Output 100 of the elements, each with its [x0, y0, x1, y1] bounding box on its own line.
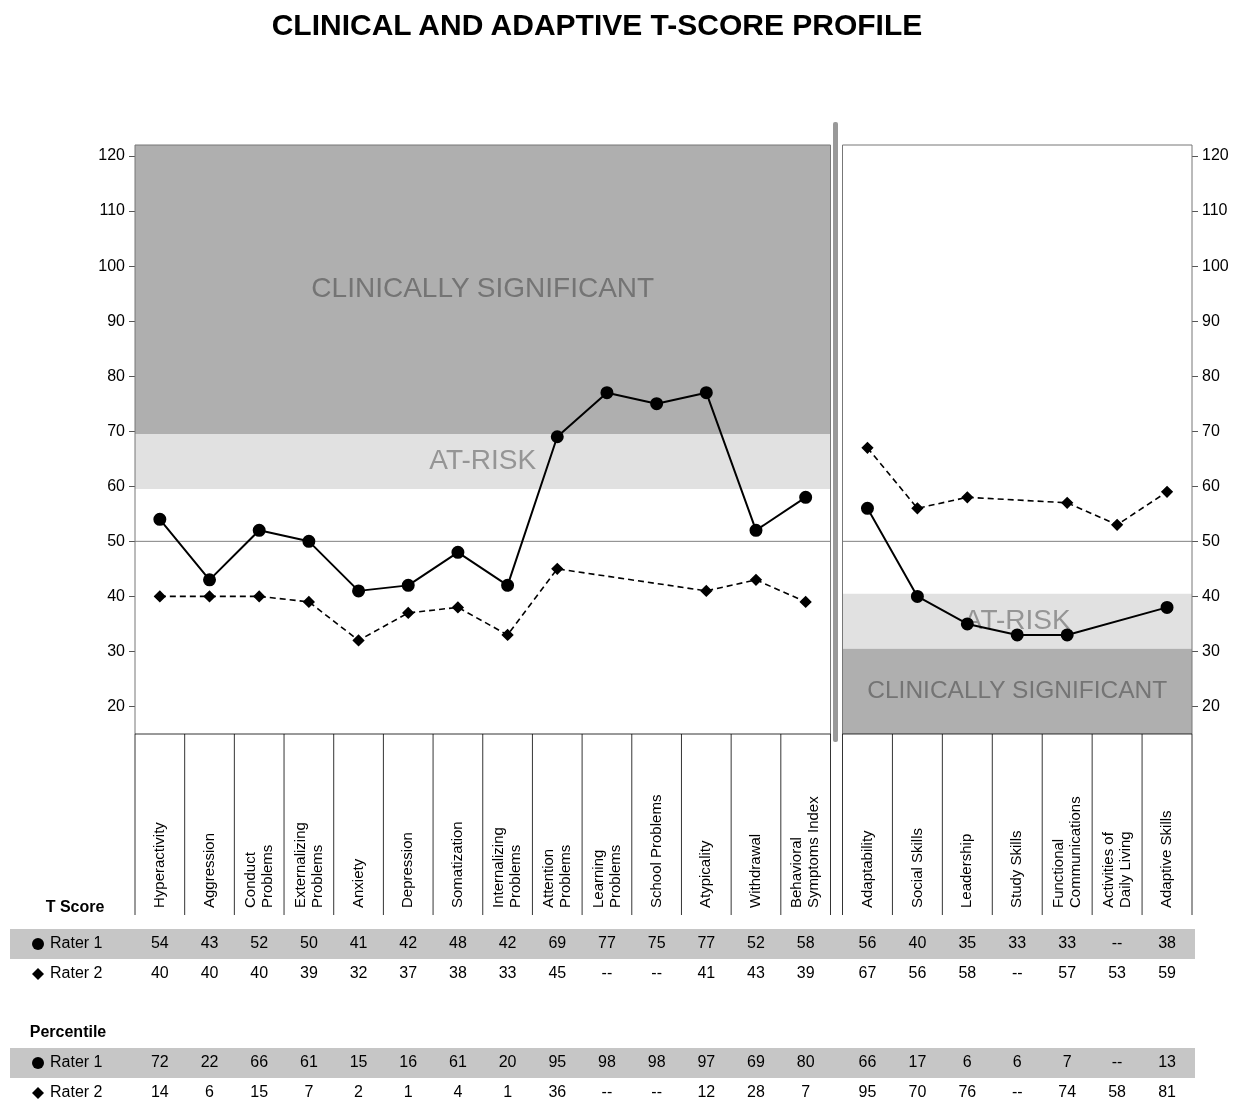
text: --	[1011, 1083, 1023, 1101]
y-tick-label: 30	[107, 641, 126, 659]
x-tick-label: Learning Problems	[588, 844, 623, 908]
y-tick-label: 50	[1202, 531, 1220, 549]
text: 98	[598, 1053, 616, 1071]
text: 1	[403, 1083, 413, 1101]
data-label: 53	[1108, 964, 1127, 982]
band-label: CLINICALLY SIGNIFICANT	[867, 676, 1168, 704]
y-tick-label: 110	[99, 201, 126, 219]
x-tick-label: School Problems	[646, 794, 664, 908]
x-tick-label: Behavioral Symptoms Index	[787, 795, 822, 908]
text: 20	[498, 1053, 517, 1071]
text: 72	[150, 1053, 169, 1071]
text: 95	[858, 1083, 877, 1101]
chart-title: CLINICAL AND ADAPTIVE T-SCORE PROFILE	[270, 8, 924, 42]
data-label: 38	[449, 964, 467, 982]
data-label: 43	[200, 934, 219, 952]
text: 81	[1158, 1083, 1177, 1101]
text: 61	[449, 1053, 467, 1071]
data-label: 40	[200, 964, 219, 982]
data-label: 40	[908, 934, 927, 952]
text: 17	[908, 1053, 927, 1071]
text: Rater 1	[50, 1053, 103, 1071]
y-tick-label: 80	[107, 366, 126, 384]
x-tick-label: Internalizing Problems	[489, 827, 524, 908]
data-label: 33	[498, 964, 517, 982]
text: 66	[250, 1053, 269, 1071]
x-tick-label: Withdrawal	[746, 833, 764, 908]
y-tick-label: 110	[1202, 201, 1228, 219]
text: 22	[200, 1053, 219, 1071]
legend-label: Rater 2	[50, 964, 103, 982]
x-tick-label: Leadership	[957, 833, 975, 908]
data-label: 54	[150, 934, 169, 952]
text: 14	[150, 1083, 169, 1101]
band-label: AT-RISK	[429, 444, 537, 476]
x-tick-label: Attention Problems	[538, 844, 573, 908]
y-tick-label: 60	[1202, 476, 1220, 494]
data-label: 69	[548, 934, 567, 952]
y-tick-label: 90	[107, 311, 126, 329]
text: --	[651, 1083, 662, 1101]
x-tick-label: Anxiety	[348, 858, 366, 908]
y-tick-label: 70	[107, 421, 126, 439]
data-label: 67	[858, 964, 877, 982]
data-label: 50	[299, 934, 318, 952]
data-label: 56	[908, 964, 927, 982]
text: --	[1011, 964, 1023, 982]
data-label: 42	[399, 934, 418, 952]
data-label: 35	[958, 934, 977, 952]
x-tick-label: Social Skills	[907, 827, 925, 908]
data-label: 41	[349, 934, 368, 952]
text: 13	[1158, 1053, 1177, 1071]
data-label: 42	[498, 934, 517, 952]
x-tick-label: Depression	[398, 832, 416, 908]
text: 97	[697, 1053, 716, 1071]
data-label: 33	[1058, 934, 1077, 952]
text: --	[601, 964, 613, 982]
y-tick-label: 90	[1202, 311, 1220, 329]
band-label: CLINICALLY SIGNIFICANT	[311, 272, 655, 304]
text: 69	[747, 1053, 765, 1071]
text: 15	[250, 1083, 269, 1101]
y-tick-label: 70	[1202, 421, 1220, 439]
text: 80	[796, 1053, 815, 1071]
data-label: 48	[449, 934, 467, 952]
x-tick-label: Study Skills	[1007, 830, 1025, 908]
x-tick-label: Adaptability	[857, 829, 875, 908]
data-label: 41	[697, 964, 716, 982]
x-tick-label: Adaptive Skills	[1157, 810, 1175, 908]
text: 7	[304, 1083, 314, 1101]
text: 7	[801, 1083, 811, 1101]
data-label: 39	[796, 964, 815, 982]
text: --	[601, 1083, 613, 1101]
data-label: 32	[349, 964, 368, 982]
x-tick-label: Aggression	[199, 832, 217, 908]
text: 61	[299, 1053, 318, 1071]
data-label: 77	[598, 934, 616, 952]
text: 66	[858, 1053, 877, 1071]
text: 36	[548, 1083, 567, 1101]
data-label: 75	[647, 934, 666, 952]
y-tick-label: 50	[107, 531, 126, 549]
text: 74	[1058, 1083, 1077, 1101]
data-label: 40	[250, 964, 269, 982]
data-label: 43	[747, 964, 765, 982]
data-label: 58	[958, 964, 977, 982]
y-tick-label: 20	[107, 696, 126, 714]
x-tick-label: Conduct Problems	[240, 844, 275, 908]
x-tick-label: Somatization	[448, 821, 466, 908]
text: 7	[1062, 1053, 1072, 1071]
text: 76	[958, 1083, 977, 1101]
text: 12	[697, 1083, 716, 1101]
y-tick-label: 120	[98, 146, 126, 164]
text: --	[1111, 1053, 1123, 1071]
data-label: 57	[1058, 964, 1077, 982]
data-label: 52	[747, 934, 765, 952]
data-label: 33	[1008, 934, 1027, 952]
data-label: 37	[399, 964, 418, 982]
text: 16	[399, 1053, 418, 1071]
text: 98	[647, 1053, 666, 1071]
text: 95	[548, 1053, 567, 1071]
data-label: 56	[858, 934, 877, 952]
data-label: 77	[697, 934, 716, 952]
